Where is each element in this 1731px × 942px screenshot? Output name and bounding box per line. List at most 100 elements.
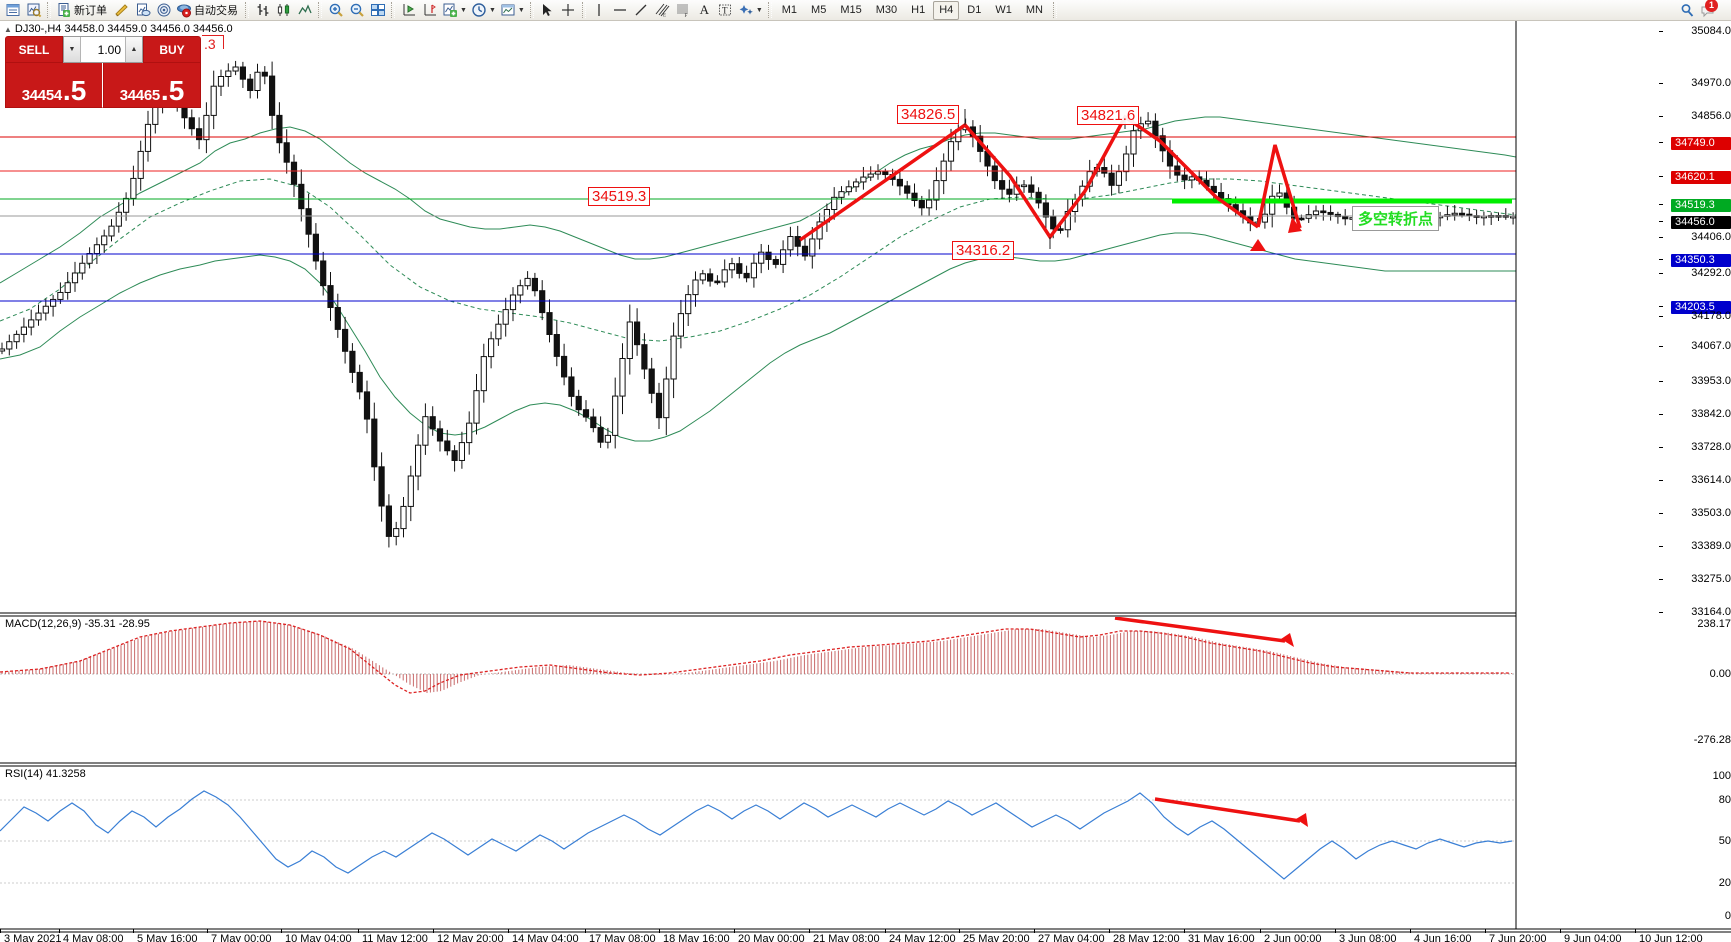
chevron-down-icon[interactable]: ▼ <box>517 6 525 14</box>
zoom-out-icon[interactable] <box>347 1 366 20</box>
candle-bullish <box>93 244 101 255</box>
annotation-low-34316[interactable]: 34316.2 <box>952 241 1015 260</box>
timeframe-m5[interactable]: M5 <box>811 3 827 16</box>
chart-area[interactable]: ▲ DJ30-,H4 34458.0 34459.0 34456.0 34456.… <box>0 21 1731 942</box>
toolbar-separator <box>245 2 249 18</box>
chart-shift-icon[interactable] <box>420 1 439 20</box>
bar-chart-icon[interactable] <box>253 1 272 20</box>
volume-stepper[interactable]: ▼ 1.00 ▲ <box>63 36 143 63</box>
rsi-arrow-head <box>1296 813 1308 827</box>
shapes-icon[interactable]: ▼ <box>737 1 764 20</box>
candle-bullish <box>604 434 611 443</box>
svg-text:E: E <box>663 14 666 18</box>
candle-bullish <box>225 70 232 78</box>
candle-bearish <box>553 334 560 357</box>
auto-trading-button[interactable]: 自动交易 <box>175 1 241 20</box>
candlestick-chart-icon[interactable] <box>274 1 293 20</box>
candle-bullish <box>787 236 794 251</box>
price-tick-34456-0[interactable]: 34456.0 <box>1671 216 1731 229</box>
timeframe-m15[interactable]: M15 <box>840 3 862 16</box>
time-tick-mark <box>59 929 60 933</box>
notifications-icon[interactable]: 1 <box>1698 0 1718 20</box>
timeframe-m30[interactable]: M30 <box>875 3 898 16</box>
notification-count-badge: 1 <box>1705 0 1718 12</box>
annotation-turning-point[interactable]: 多空转折点 <box>1352 206 1440 231</box>
buy-price-display[interactable]: 34465 .5 <box>103 63 201 108</box>
timeframe-m1[interactable]: M1 <box>781 3 798 16</box>
market-watch-icon[interactable] <box>24 1 43 20</box>
price-tick-34749-0[interactable]: 34749.0 <box>1671 137 1731 150</box>
timeframe-w1[interactable]: W1 <box>995 3 1012 16</box>
cursor-icon[interactable] <box>538 1 557 20</box>
zoom-in-icon[interactable] <box>326 1 345 20</box>
symbol-ohlc-line: ▲ DJ30-,H4 34458.0 34459.0 34456.0 34456.… <box>4 23 233 35</box>
candle-bullish <box>115 211 122 227</box>
price-tick-35084-0: 35084.0 <box>1691 25 1731 37</box>
templates-icon[interactable]: ▼ <box>499 1 526 20</box>
price-tick-34620-1[interactable]: 34620.1 <box>1671 171 1731 184</box>
macd-histogram <box>1 621 1513 693</box>
chevron-down-icon[interactable]: ▼ <box>488 6 496 14</box>
candle-bearish <box>298 183 305 210</box>
timeframe-d1[interactable]: D1 <box>967 3 982 16</box>
volume-decrease-button[interactable]: ▼ <box>64 37 81 62</box>
collapse-triangle-icon[interactable]: ▲ <box>4 25 12 34</box>
macd-indicator-label[interactable]: MACD(12,26,9) -35.31 -28.95 <box>3 618 152 630</box>
buy-button[interactable]: BUY <box>143 36 201 63</box>
price-tick-34350-3[interactable]: 34350.3 <box>1671 254 1731 267</box>
price-chart-canvas[interactable] <box>0 21 1731 942</box>
radar-icon[interactable] <box>154 1 173 20</box>
candle-bearish <box>363 391 371 420</box>
rsi-indicator-label[interactable]: RSI(14) 41.3258 <box>3 768 88 780</box>
trendline-icon[interactable] <box>632 1 651 20</box>
annotation-high-34826[interactable]: 34826.5 <box>897 105 960 124</box>
horizontal-line-icon[interactable] <box>611 1 630 20</box>
macd-divergence-arrow[interactable] <box>1114 617 1286 643</box>
vertical-line-icon[interactable] <box>590 1 609 20</box>
text-icon[interactable]: A <box>699 2 709 17</box>
buy-price-decimal: .5 <box>160 75 185 106</box>
price-tick-34519-3[interactable]: 34519.3 <box>1671 199 1731 212</box>
auto-scroll-icon[interactable] <box>399 1 418 20</box>
sell-price-display[interactable]: 34454 .5 <box>5 63 103 108</box>
price-tick-33953-0: 33953.0 <box>1691 375 1731 387</box>
metaeditor-icon[interactable] <box>112 1 131 20</box>
time-tick-10: 20 May 00:00 <box>738 933 805 942</box>
time-tick-3: 7 May 00:00 <box>211 933 272 942</box>
tile-windows-icon[interactable] <box>368 1 387 20</box>
annotation-high-34821[interactable]: 34821.6 <box>1077 106 1140 125</box>
volume-increase-button[interactable]: ▲ <box>125 37 142 62</box>
candle-bearish <box>634 321 641 346</box>
candle-bearish <box>655 392 663 419</box>
price-tick-34203-5[interactable]: 34203.5 <box>1671 301 1731 314</box>
equidistant-channel-icon[interactable]: E <box>653 1 672 20</box>
new-order-button[interactable]: 新订单 <box>55 1 110 20</box>
search-icon[interactable] <box>1677 1 1696 20</box>
timeframe-h4[interactable]: H4 <box>933 0 960 20</box>
rsi-divergence-arrow[interactable] <box>1154 797 1301 823</box>
text-label-icon[interactable]: T <box>716 1 735 20</box>
volume-input[interactable]: 1.00 <box>97 42 121 57</box>
timeframe-h1[interactable]: H1 <box>911 3 926 16</box>
sell-button[interactable]: SELL <box>5 36 63 63</box>
signals-icon[interactable] <box>133 1 152 20</box>
chevron-down-icon[interactable]: ▼ <box>460 6 467 14</box>
chevron-down-icon[interactable]: ▼ <box>755 6 763 14</box>
candle-bearish <box>999 180 1006 190</box>
macd-scale-mid: 0.00 <box>1709 668 1731 680</box>
fibonacci-icon[interactable]: F <box>674 1 693 20</box>
candle-bearish <box>896 178 903 187</box>
timeframe-mn[interactable]: MN <box>1025 3 1043 16</box>
annotation-level-34519[interactable]: 34519.3 <box>588 187 651 206</box>
terminal-icon[interactable] <box>3 1 22 20</box>
indicators-icon[interactable]: ▼ <box>441 1 468 20</box>
time-tick-18: 3 Jun 08:00 <box>1339 933 1397 942</box>
candle-bearish <box>1181 174 1188 181</box>
crosshair-icon[interactable] <box>559 1 578 20</box>
line-chart-icon[interactable] <box>295 1 314 20</box>
one-click-trading-panel[interactable]: SELL ▼ 1.00 ▲ BUY 34454 .5 34465 .5 <box>5 36 201 108</box>
periods-clock-icon[interactable]: ▼ <box>470 1 497 20</box>
candle-bearish <box>451 450 458 461</box>
candle-bearish <box>801 245 809 257</box>
price-scale[interactable]: 35084.0 34970.0 34856.0 34749.0 34620.1 34519… <box>1657 21 1731 942</box>
